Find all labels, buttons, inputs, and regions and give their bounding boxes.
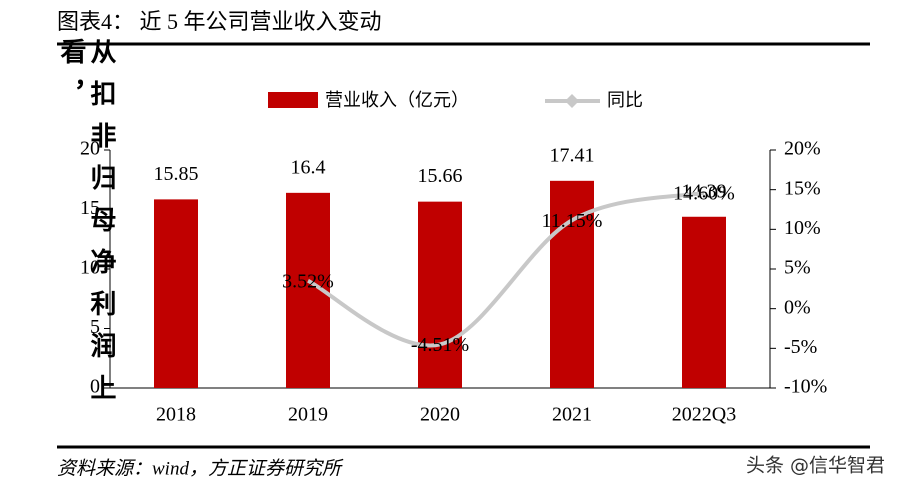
bar-value-label: 15.66 <box>418 165 463 187</box>
overlay-text: 从扣非归母净利润上看， <box>56 38 116 416</box>
bar <box>682 216 726 388</box>
y2-tick-label: -10% <box>784 376 827 398</box>
legend-swatch <box>268 92 318 108</box>
y-tick-label: 20 <box>80 138 100 160</box>
y-tick-label: 0 <box>90 376 100 398</box>
y2-tick-label: 5% <box>784 257 811 279</box>
bar <box>154 199 198 388</box>
x-tick-label: 2020 <box>420 404 460 426</box>
line <box>307 190 705 348</box>
watermark: 头条 @信华智君 <box>746 455 885 477</box>
x-tick-label: 2021 <box>552 404 592 426</box>
line-value-label: -4.51% <box>411 334 469 356</box>
legend-marker <box>565 94 579 108</box>
source: 资料来源：wind，方正证券研究所 <box>57 457 344 479</box>
line-value-label: 11.15% <box>542 210 603 232</box>
y2-tick-label: 10% <box>784 217 821 239</box>
bar-value-label: 17.41 <box>550 144 595 166</box>
bar-value-label: 15.85 <box>154 163 199 185</box>
y-tick-label: 15 <box>80 197 100 219</box>
legend-label: 营业收入（亿元） <box>325 90 469 111</box>
bar <box>550 180 594 388</box>
x-tick-label: 2018 <box>156 404 196 426</box>
legend-label: 同比 <box>607 90 643 111</box>
y-tick-label: 10 <box>80 257 100 279</box>
bar-value-label: 16.4 <box>291 156 326 178</box>
y2-tick-label: -5% <box>784 336 817 358</box>
line-value-label: 14.60% <box>673 182 735 204</box>
y2-tick-label: 15% <box>784 177 821 199</box>
bar <box>418 201 462 388</box>
bar-value-label: 14.39 <box>682 180 727 202</box>
y-tick-label: 5 <box>90 316 100 338</box>
y2-tick-label: 20% <box>784 138 821 160</box>
x-tick-label: 2019 <box>288 404 328 426</box>
y2-tick-label: 0% <box>784 296 811 318</box>
line-value-label: 3.52% <box>282 270 334 292</box>
chart-title: 图表4： 近 5 年公司营业收入变动 <box>57 9 382 34</box>
x-tick-label: 2022Q3 <box>672 404 736 426</box>
